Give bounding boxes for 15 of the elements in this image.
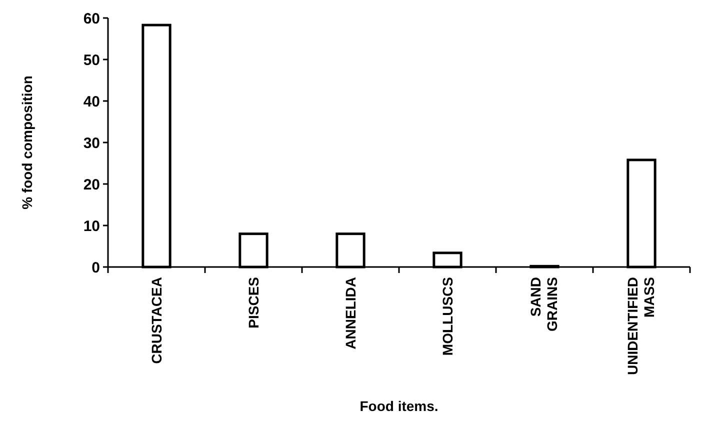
x-tick-label: SAND GRAINS [527, 277, 560, 332]
x-tick-label: CRUSTACEA [148, 277, 164, 364]
x-axis-title: Food items. [360, 398, 438, 414]
x-tick-label: PISCES [245, 277, 262, 328]
y-tick-label: 60 [83, 10, 100, 28]
y-axis-title: % food composition [19, 76, 35, 210]
y-tick-label: 30 [83, 134, 100, 152]
y-tick-label: 50 [83, 52, 100, 69]
y-tick-label: 40 [83, 93, 100, 110]
y-tick-label: 0 [92, 259, 100, 276]
x-tick-label: UNIDENTIFIED MASS [624, 277, 658, 375]
y-tick-label: 20 [83, 176, 100, 194]
x-tick-label: MOLLUSCS [439, 277, 456, 356]
y-tick-label: 10 [83, 218, 100, 235]
x-tick-label: ANNELIDA [342, 277, 358, 350]
